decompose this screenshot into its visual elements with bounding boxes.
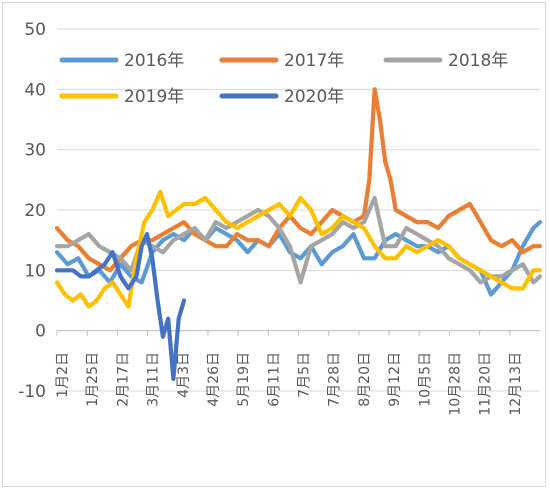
x-axis: 1月2日 1月25日 2月17日 3月11日 4月3日 4月26日 5月19日 6月11日 7月… <box>55 330 540 416</box>
x-tick-label: 5月19日 <box>236 352 252 407</box>
y-tick-label: 0 <box>35 322 46 342</box>
gridlines <box>57 28 540 392</box>
y-tick-label: 50 <box>24 20 46 40</box>
y-tick-label: 40 <box>24 80 46 100</box>
x-tick-label: 10月28日 <box>447 352 463 416</box>
legend: 2016年 2017年 2018年 2019年 2020年 <box>59 51 508 107</box>
x-tick-label: 4月3日 <box>176 352 192 398</box>
x-tick-label: 2月17日 <box>115 352 131 407</box>
y-tick-label: -10 <box>18 382 46 402</box>
x-tick-label: 8月20日 <box>357 352 373 407</box>
x-tick-label: 7月5日 <box>297 352 313 398</box>
x-tick-label: 6月11日 <box>266 352 282 407</box>
chart-frame <box>2 2 546 487</box>
x-tick-label: 4月26日 <box>206 352 222 407</box>
y-axis: -10 0 10 20 30 40 50 <box>18 20 46 402</box>
series-line-2 <box>54 195 543 285</box>
legend-label: 2019年 <box>124 87 184 107</box>
x-tick-label: 12月13日 <box>508 352 524 416</box>
series-line-3 <box>54 189 543 309</box>
legend-label: 2018年 <box>448 51 508 71</box>
x-tick-label: 1月25日 <box>85 352 101 407</box>
x-tick-label: 3月11日 <box>146 352 162 407</box>
x-tick-label: 10月5日 <box>417 352 433 407</box>
legend-label: 2017年 <box>284 51 344 71</box>
x-tick-label: 1月2日 <box>55 352 71 398</box>
legend-label: 2020年 <box>284 87 344 107</box>
y-tick-label: 30 <box>24 141 46 161</box>
x-tick-label: 9月12日 <box>387 352 403 407</box>
y-tick-label: 20 <box>24 201 46 221</box>
series-line-1 <box>54 87 543 273</box>
x-tick-label: 11月20日 <box>478 352 494 416</box>
series-line-4 <box>54 232 187 381</box>
y-tick-label: 10 <box>24 261 46 281</box>
series-lines <box>54 87 543 381</box>
legend-label: 2016年 <box>124 51 184 71</box>
x-tick-label: 7月28日 <box>327 352 343 407</box>
